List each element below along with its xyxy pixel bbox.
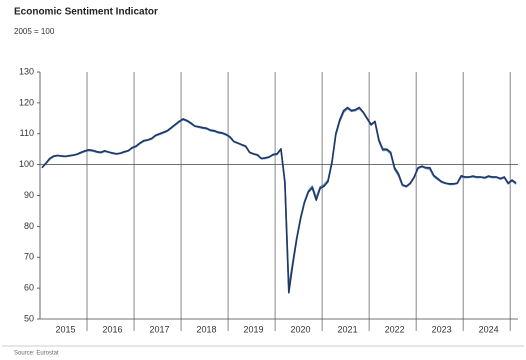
- chart-subtitle: 2005 = 100: [14, 27, 55, 36]
- x-tick-label: 2019: [244, 324, 264, 334]
- y-tick-label: 50: [24, 313, 34, 323]
- x-tick-label: 2017: [149, 324, 169, 334]
- x-tick-label: 2021: [338, 324, 358, 334]
- y-tick-label: 130: [19, 66, 34, 76]
- y-tick-label: 70: [24, 252, 34, 262]
- x-tick-label: 2024: [479, 324, 499, 334]
- series-line: [41, 106, 517, 294]
- y-tick-label: 110: [20, 128, 34, 138]
- x-tick-label: 2022: [385, 324, 405, 334]
- x-tick-label: 2018: [197, 324, 217, 334]
- source: Source: Eurostat: [14, 351, 59, 357]
- y-tick-label: 80: [24, 221, 34, 231]
- y-tick-label: 120: [19, 97, 34, 107]
- y-tick-label: 60: [24, 283, 34, 293]
- series-line: [41, 107, 517, 289]
- x-tick-label: 2023: [432, 324, 452, 334]
- x-tick-label: 2016: [102, 324, 122, 334]
- y-tick-label: 100: [19, 159, 34, 169]
- chart-title: Economic Sentiment Indicator: [14, 7, 158, 18]
- x-tick-label: 2020: [291, 324, 311, 334]
- y-tick-label: 90: [24, 190, 34, 200]
- x-tick-label: 2015: [55, 324, 75, 334]
